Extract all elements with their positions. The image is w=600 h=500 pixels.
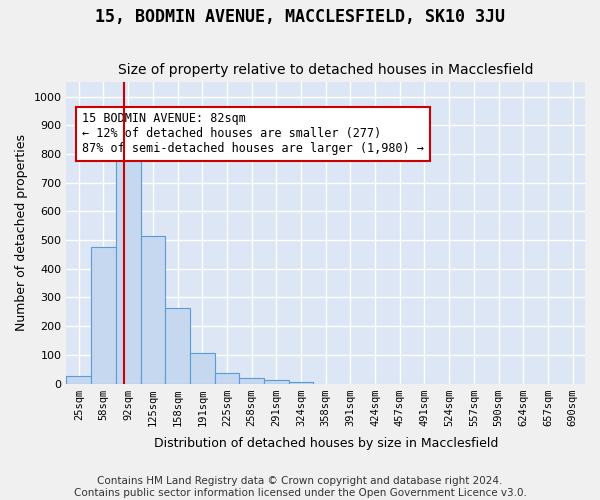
- X-axis label: Distribution of detached houses by size in Macclesfield: Distribution of detached houses by size …: [154, 437, 498, 450]
- Bar: [91, 246, 116, 384]
- Text: 15 BODMIN AVENUE: 82sqm
← 12% of detached houses are smaller (277)
87% of semi-d: 15 BODMIN AVENUE: 82sqm ← 12% of detache…: [82, 112, 424, 156]
- Bar: [190, 352, 215, 384]
- Text: Contains HM Land Registry data © Crown copyright and database right 2024.
Contai: Contains HM Land Registry data © Crown c…: [74, 476, 526, 498]
- Bar: [289, 382, 313, 384]
- Bar: [165, 308, 190, 384]
- Bar: [116, 148, 140, 384]
- Bar: [239, 378, 264, 384]
- Bar: [215, 372, 239, 384]
- Y-axis label: Number of detached properties: Number of detached properties: [15, 134, 28, 332]
- Bar: [264, 380, 289, 384]
- Bar: [140, 236, 165, 384]
- Title: Size of property relative to detached houses in Macclesfield: Size of property relative to detached ho…: [118, 63, 533, 77]
- Text: 15, BODMIN AVENUE, MACCLESFIELD, SK10 3JU: 15, BODMIN AVENUE, MACCLESFIELD, SK10 3J…: [95, 8, 505, 26]
- Bar: [67, 376, 91, 384]
